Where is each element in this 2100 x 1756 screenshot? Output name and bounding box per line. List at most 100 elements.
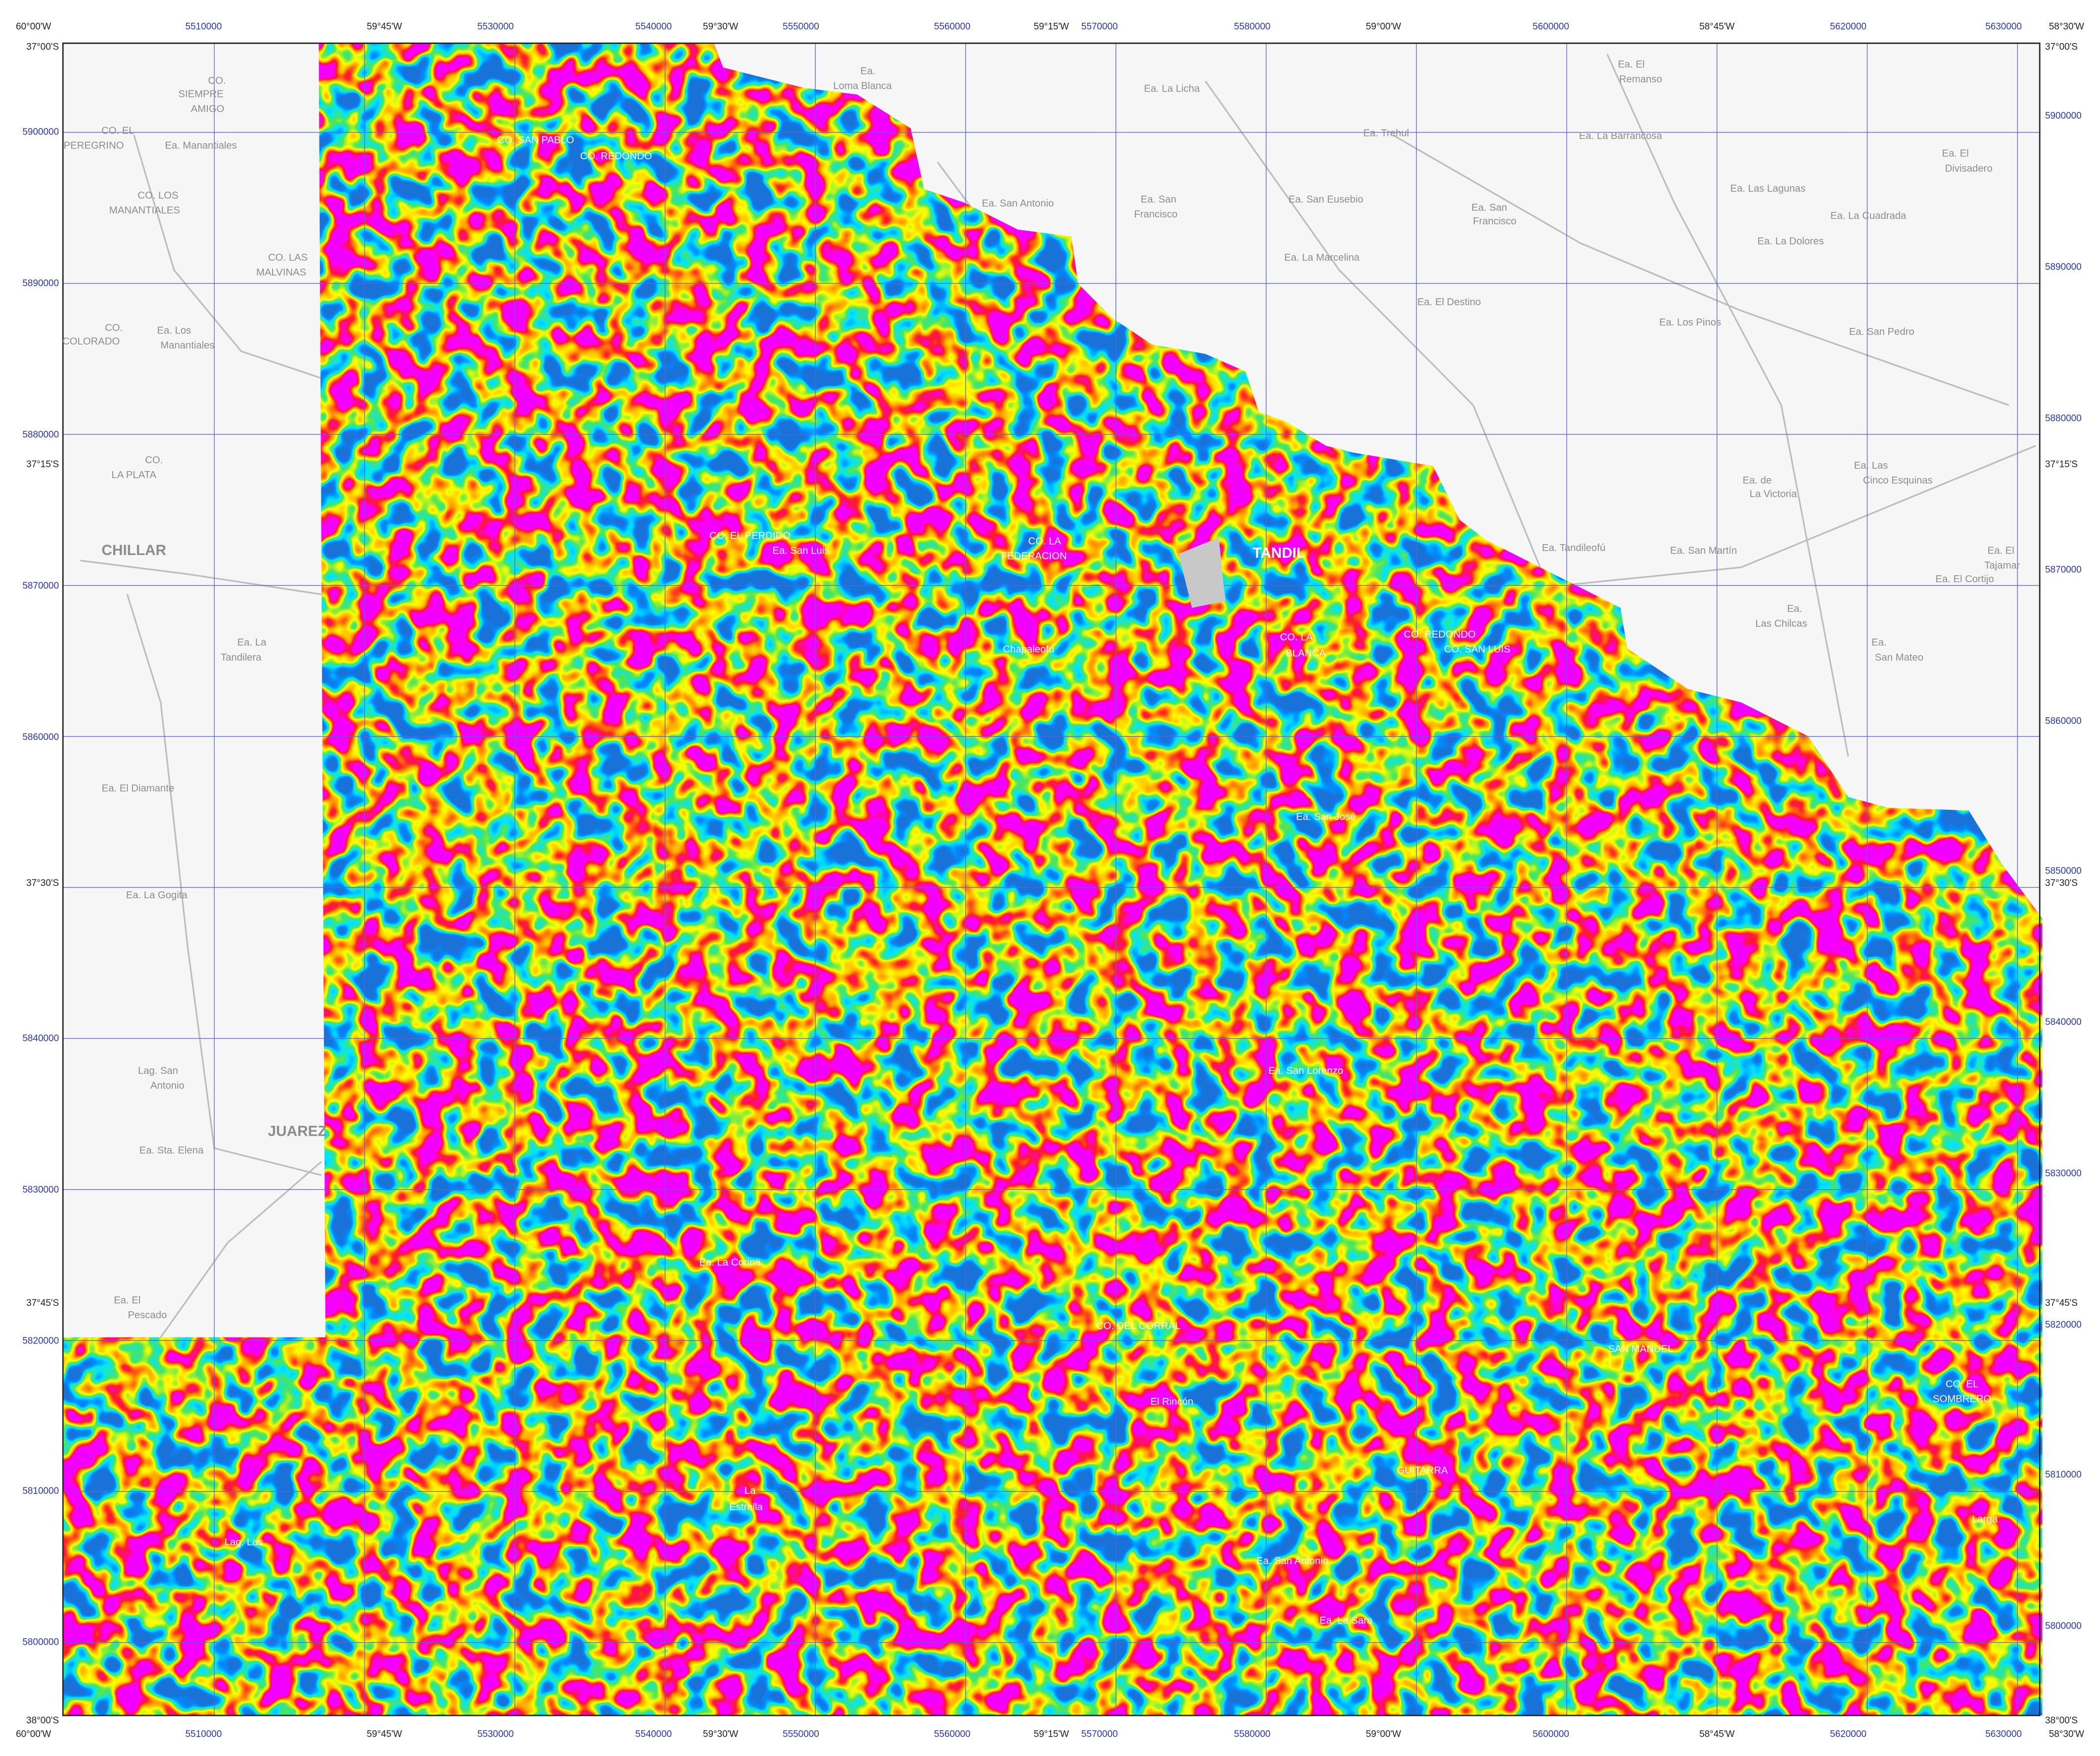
place-label: Antonio [150, 1080, 185, 1091]
place-label: Chapaleofú [1003, 644, 1054, 655]
frame-label: 59°00'W [1366, 1729, 1401, 1739]
frame-label: 5630000 [1985, 22, 2022, 32]
frame-label: 58°30'W [2049, 22, 2084, 32]
map: 60°00'W551000059°45'W5530000554000059°30… [0, 0, 2100, 1756]
frame-label: 59°45'W [367, 1729, 402, 1739]
place-label: Ea. La Barrancosa [1579, 131, 1663, 141]
place-label: Loma Blanca [833, 81, 892, 92]
place-label: Tandilera [221, 652, 262, 663]
place-label: PEREGRINO [64, 140, 124, 151]
frame-label: 60°00'W [16, 22, 51, 32]
frame-label: 5530000 [477, 1729, 514, 1739]
frame-label: 37°45'S [2045, 1298, 2078, 1308]
frame-label: 5580000 [1234, 1729, 1270, 1739]
frame-label: 5600000 [1533, 1729, 1569, 1739]
frame-label: 59°45'W [367, 22, 402, 32]
place-label: Ea. Trehul [1363, 128, 1409, 139]
frame-label: 37°00'S [26, 42, 59, 52]
frame-label: 5550000 [783, 22, 819, 32]
place-label: CO. DEL CORRAL [1096, 1321, 1181, 1332]
place-label: CO. [208, 75, 226, 86]
frame-label: 5810000 [2045, 1470, 2082, 1480]
frame-label: 5580000 [1234, 22, 1270, 32]
frame-label: 5550000 [783, 1729, 819, 1739]
place-label: Ea. Los Pinos [1659, 317, 1721, 328]
place-label: Remanso [1619, 74, 1662, 85]
place-label: AMIGO [191, 104, 225, 115]
place-label: Francisco [1134, 209, 1177, 220]
frame-label: 5510000 [186, 1729, 222, 1739]
place-label: El Rincón [1150, 1396, 1193, 1407]
place-label: Ea. La Marcelina [1284, 252, 1360, 263]
frame-label: 5570000 [1081, 1729, 1118, 1739]
frame-label: 59°15'W [1034, 1729, 1069, 1739]
place-label: Ea. La Cuadrada [1830, 210, 1907, 221]
place-label: Las Chilcas [1755, 618, 1807, 629]
place-label: CO. EL [1946, 1379, 1979, 1389]
frame-label: 5810000 [22, 1486, 59, 1496]
frame-label: 59°15'W [1034, 22, 1069, 32]
place-label: Divisadero [1945, 163, 1993, 174]
place-label: GUITARRA [1397, 1465, 1448, 1476]
place-label: CO. [105, 323, 123, 333]
place-label: Ea. San Pedro [1849, 326, 1914, 337]
place-label: Estrella [729, 1502, 763, 1513]
place-label: CO. SAN PABLO [497, 135, 574, 145]
frame-label: 5620000 [1830, 1729, 1867, 1739]
place-label: Ea. [1871, 637, 1886, 648]
place-label: CO. SAN LUIS [1444, 644, 1510, 655]
place-label: Ea. San Antonio [982, 198, 1054, 209]
place-label: Ea. San [1141, 194, 1176, 205]
place-label: Ea. La Corina [699, 1257, 761, 1268]
frame-label: 5880000 [2045, 414, 2082, 424]
place-label: MALVINAS [256, 267, 306, 278]
frame-label: 58°30'W [2049, 1729, 2084, 1739]
frame-label: 37°15'S [2045, 459, 2078, 469]
frame-label: 37°30'S [2045, 878, 2078, 888]
place-label: Larga [1972, 1514, 1998, 1525]
place-label: FEDERACION [1001, 551, 1067, 561]
frame-label: 37°00'S [2045, 42, 2078, 52]
place-label: Ea. El Destino [1417, 297, 1481, 308]
place-label: CO. REDONDO [580, 151, 652, 162]
place-label: SIEMPRE [178, 89, 223, 99]
place-label: SAN MANUEL [1608, 1343, 1673, 1354]
place-label: CO. LOS [138, 190, 178, 201]
place-label: Lag. Las [225, 1537, 263, 1548]
place-label: Ea. San José [1296, 811, 1356, 822]
place-label: Manantiales [160, 340, 214, 351]
place-label: JUAREZ [268, 1123, 327, 1139]
place-label: CO. LA [1028, 536, 1061, 547]
place-label: Ea. San Lorenzo [1268, 1065, 1343, 1076]
frame-label: 5540000 [635, 1729, 672, 1739]
frame-label: 37°30'S [26, 878, 59, 888]
frame-label: 58°45'W [1699, 1729, 1734, 1739]
frame-label: 38°00'S [2045, 1715, 2078, 1726]
place-label: Ea. [1787, 603, 1802, 614]
place-label: Ea. Sta. Elena [140, 1145, 204, 1156]
frame-label: 60°00'W [16, 1729, 51, 1739]
place-label: CO. EL PERDIDO [709, 530, 791, 541]
frame-label: 5800000 [2045, 1621, 2082, 1631]
frame-label: 5510000 [186, 22, 222, 32]
frame-label: 5620000 [1830, 22, 1867, 32]
place-label: Ea. El [114, 1295, 140, 1306]
place-label: Ea. San Luis [772, 545, 829, 556]
place-label: CO. [145, 455, 163, 466]
place-label: BLANCA [1286, 648, 1326, 659]
place-label: CO. LAS [268, 252, 308, 263]
place-label: Ea. Tandileofú [1542, 543, 1605, 554]
place-label: Cinco Esquinas [1863, 475, 1933, 486]
frame-label: 5860000 [2045, 716, 2082, 726]
place-label: Ea. La Sara [1319, 1615, 1373, 1626]
place-label: Ea. El [1618, 59, 1644, 70]
place-label: Ea. El Cortijo [1935, 574, 1994, 585]
frame-label: 5890000 [2045, 262, 2082, 273]
frame-label: 59°00'W [1366, 22, 1401, 32]
frame-label: 5600000 [1533, 22, 1569, 32]
frame-label: 5830000 [22, 1185, 59, 1195]
frame-label: 5560000 [934, 22, 971, 32]
frame-label: 5900000 [2045, 111, 2082, 121]
place-label: COLORADO [62, 336, 120, 347]
place-label: Ea. San Eusebio [1289, 194, 1363, 205]
